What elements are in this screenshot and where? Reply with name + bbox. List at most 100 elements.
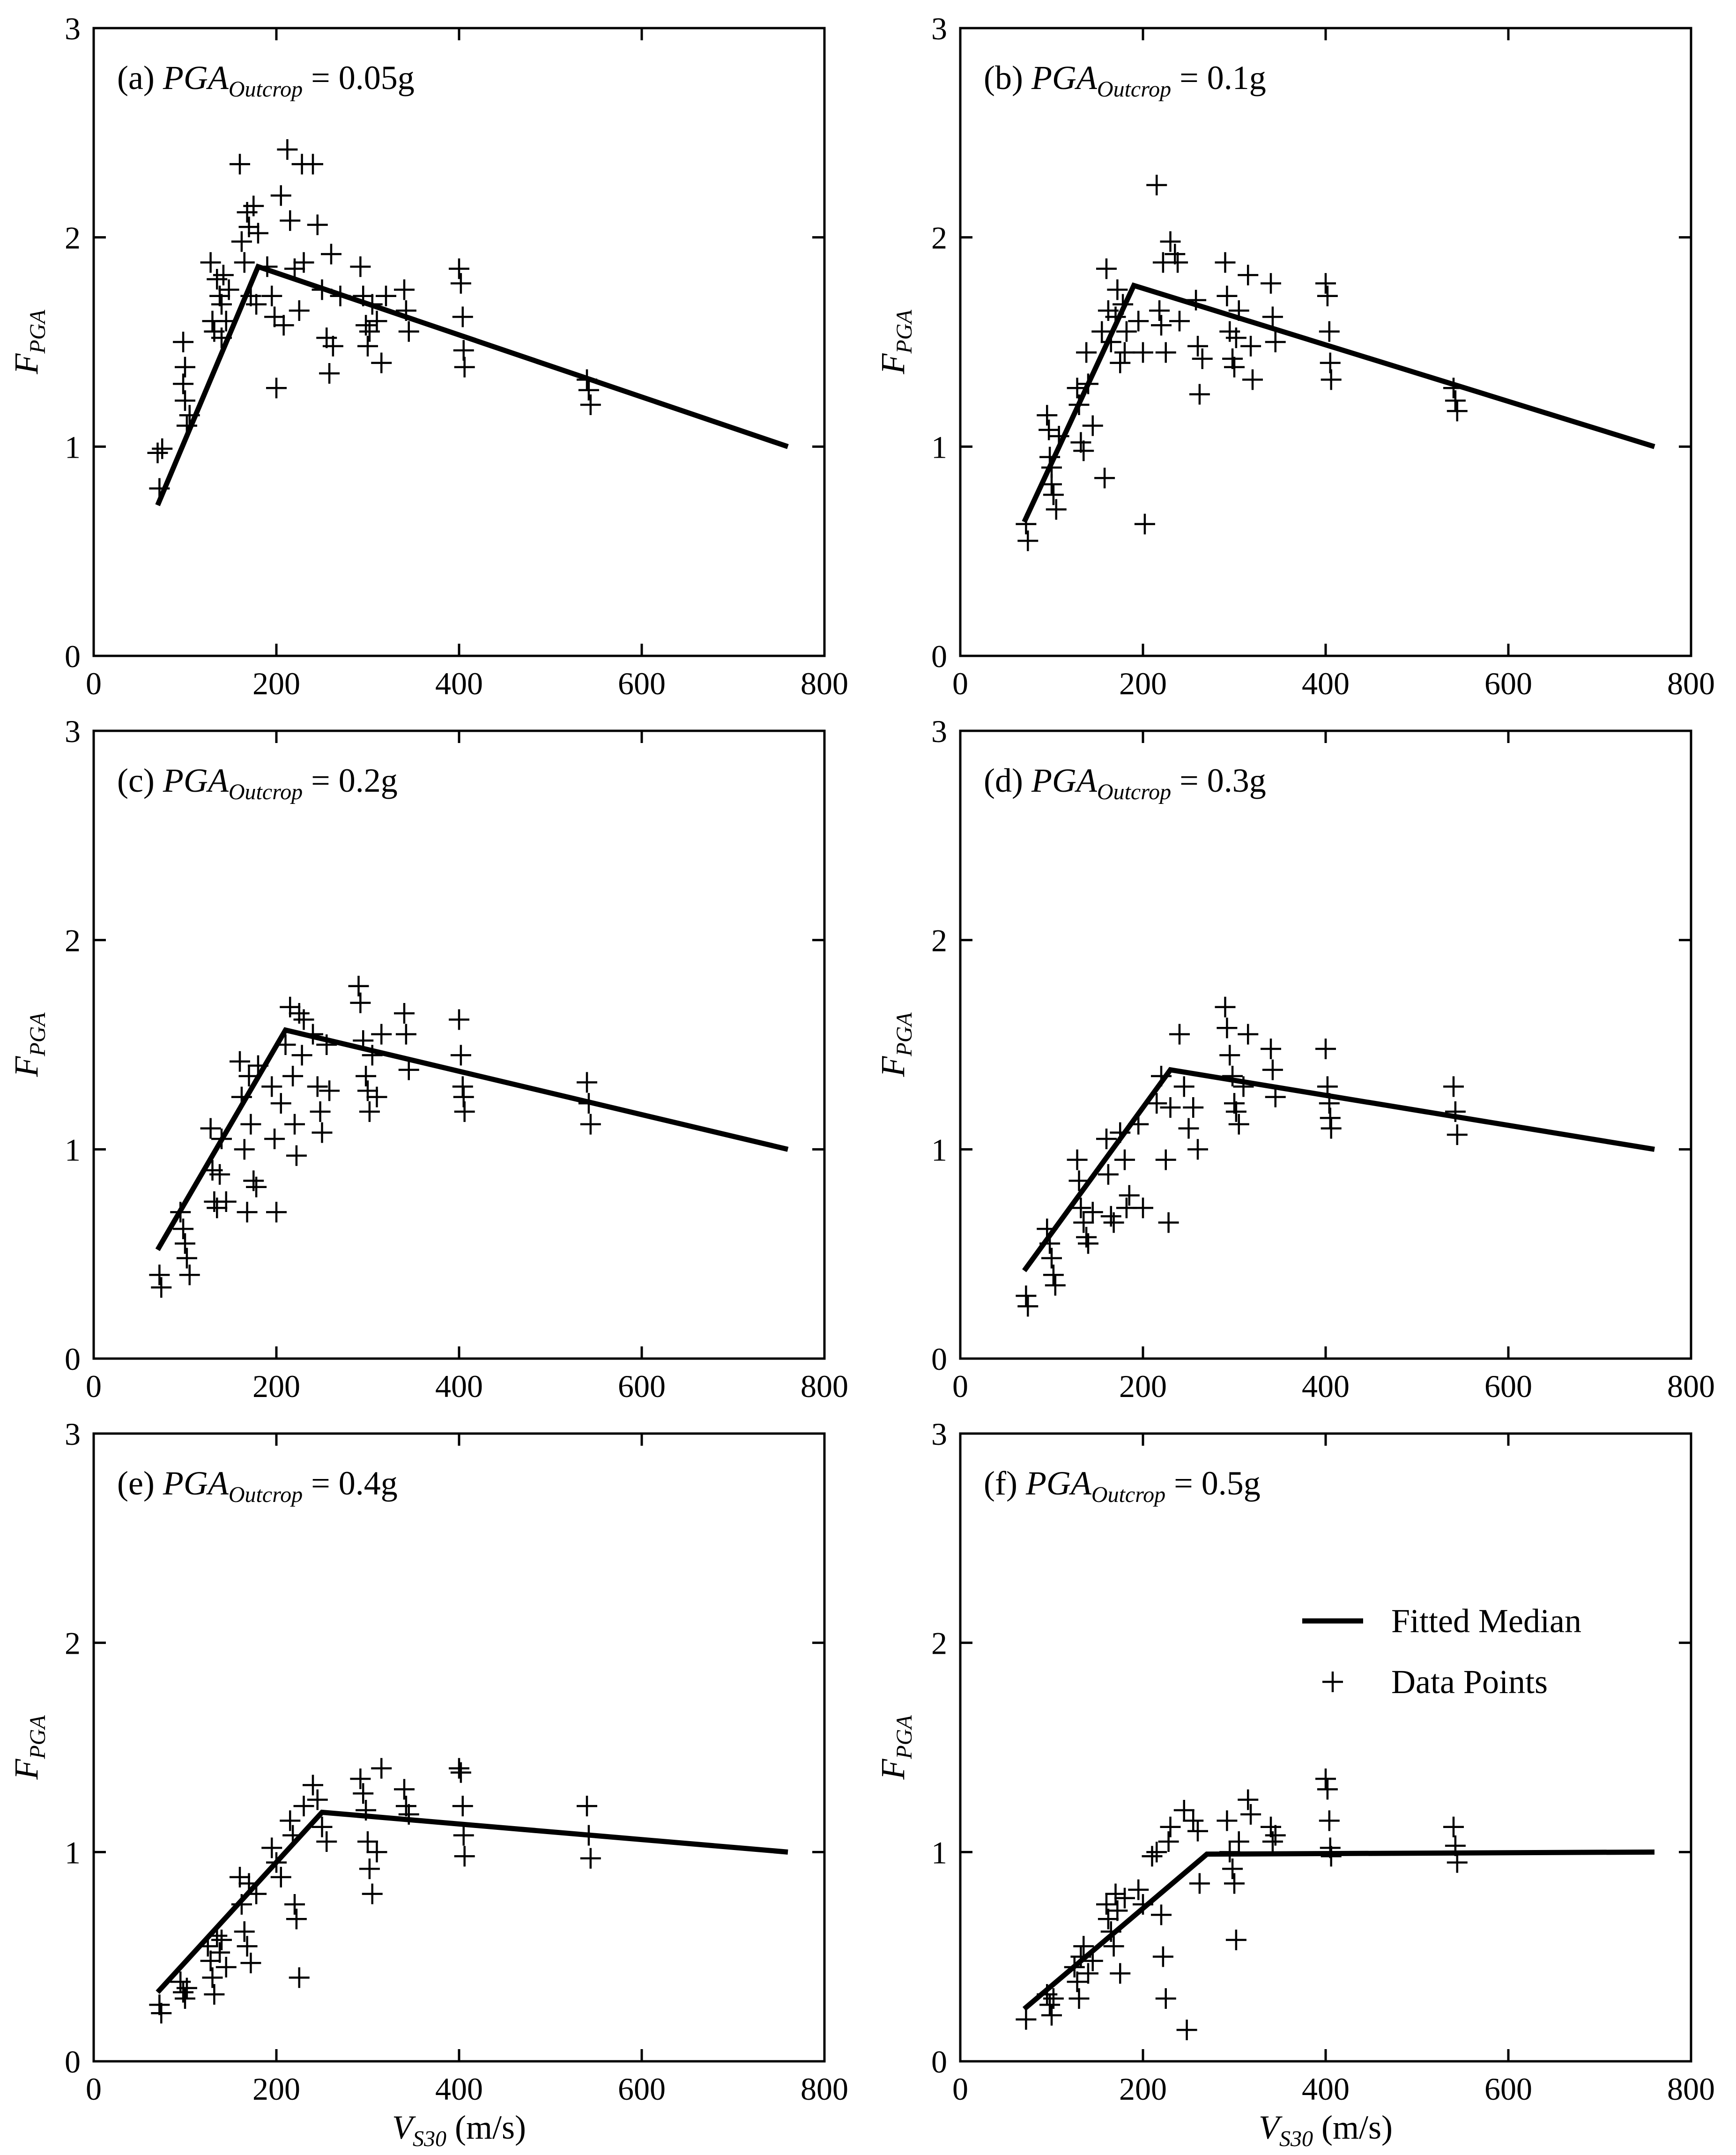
data-point — [371, 1758, 392, 1779]
data-point — [371, 1024, 392, 1045]
data-point — [350, 1769, 371, 1789]
data-point — [1128, 311, 1149, 332]
data-point — [1082, 1202, 1103, 1223]
data-point — [1067, 1971, 1088, 1992]
data-point — [1096, 1129, 1117, 1149]
data-point — [1238, 1789, 1259, 1810]
y-tick-label: 0 — [931, 2044, 947, 2080]
x-tick-label: 600 — [1484, 1368, 1532, 1404]
fitted-median-line — [1022, 1067, 1655, 1272]
data-point — [1043, 1988, 1064, 2009]
data-point — [1183, 1097, 1204, 1118]
data-point — [200, 1118, 221, 1139]
data-point — [200, 1950, 221, 1971]
data-point — [580, 1114, 601, 1135]
data-point — [1110, 352, 1131, 373]
data-point — [1096, 258, 1117, 279]
data-point — [1070, 1197, 1091, 1219]
data-point — [357, 1831, 378, 1852]
fitted-median-line — [1022, 282, 1655, 523]
data-point — [1091, 321, 1113, 342]
data-point — [176, 1248, 197, 1269]
x-axis-label: VS30 (m/s) — [1259, 2109, 1393, 2151]
data-point — [1152, 1946, 1173, 1967]
y-tick-label: 3 — [931, 11, 947, 46]
data-point — [1262, 306, 1283, 327]
data-point — [234, 252, 255, 273]
data-point — [1146, 175, 1167, 195]
data-point — [1041, 2005, 1062, 2026]
data-point — [1169, 1024, 1190, 1045]
data-point — [359, 321, 380, 342]
data-point — [1443, 1076, 1464, 1097]
y-tick-label: 3 — [65, 713, 81, 749]
x-tick-label: 0 — [86, 2071, 102, 2107]
data-point — [1321, 369, 1342, 390]
data-point — [248, 223, 268, 244]
data-point — [578, 379, 599, 401]
data-point — [359, 1101, 380, 1122]
data-point — [1447, 1124, 1468, 1145]
data-point — [453, 1825, 474, 1846]
data-point — [398, 321, 419, 342]
data-point — [1242, 369, 1263, 390]
data-point — [366, 311, 387, 332]
data-point — [449, 1009, 469, 1030]
data-point — [350, 992, 371, 1013]
y-axis-label: FPGA — [874, 310, 917, 375]
data-point — [1043, 1264, 1064, 1286]
data-point — [1128, 1879, 1149, 1900]
data-point — [1096, 1894, 1117, 1915]
data-point — [395, 1024, 416, 1045]
fitted-median-line — [155, 1027, 789, 1251]
data-point — [1151, 1904, 1172, 1925]
data-point — [1073, 1936, 1094, 1957]
data-point — [1160, 231, 1181, 252]
data-point — [449, 258, 469, 279]
data-point — [179, 1264, 200, 1286]
data-point — [1016, 2009, 1037, 2030]
data-point — [319, 363, 340, 384]
panel-c: 0 200 400 600 800 0 1 2 3 FPGA (c) PGAOutcrop = 0.… — [7, 713, 848, 1404]
data-point — [289, 1967, 310, 1988]
data-point — [243, 195, 264, 216]
data-point — [293, 1796, 314, 1817]
data-point — [362, 1883, 383, 1904]
x-tick-label: 200 — [1119, 1368, 1167, 1404]
data-point — [1228, 1831, 1249, 1852]
data-point — [1187, 1821, 1208, 1842]
legend-median-label: Fitted Median — [1391, 1602, 1581, 1640]
fitted-median-line — [156, 1809, 788, 1994]
data-point — [1133, 342, 1153, 363]
data-point — [1119, 1185, 1140, 1206]
x-tick-label: 800 — [801, 2071, 848, 2107]
x-tick-label: 200 — [252, 1368, 300, 1404]
data-point — [1114, 1149, 1135, 1170]
x-tick-label: 600 — [618, 1368, 666, 1404]
data-point — [1315, 1769, 1336, 1789]
panel-title: (f) PGAOutcrop = 0.5g — [984, 1464, 1261, 1507]
data-point — [398, 1059, 419, 1080]
data-point — [1134, 513, 1155, 535]
data-point — [1105, 1883, 1126, 1904]
y-tick-label: 1 — [931, 1835, 947, 1870]
legend-points-swatch — [1322, 1672, 1343, 1692]
x-tick-label: 0 — [86, 666, 102, 701]
data-point — [394, 1779, 415, 1800]
data-point — [270, 1093, 291, 1114]
data-point — [1224, 1093, 1245, 1114]
data-point — [1238, 265, 1259, 286]
data-point — [1238, 1024, 1259, 1045]
x-tick-label: 400 — [1302, 2071, 1350, 2107]
x-tick-label: 0 — [952, 666, 968, 701]
data-point — [316, 1831, 337, 1852]
data-point — [218, 279, 239, 300]
data-point — [240, 1953, 261, 1974]
data-point — [1265, 1086, 1286, 1107]
data-point — [284, 1894, 305, 1915]
data-point — [215, 1191, 237, 1212]
y-tick-label: 0 — [65, 2044, 81, 2080]
data-point — [175, 1233, 195, 1254]
x-tick-label: 0 — [86, 1368, 102, 1404]
data-point — [280, 210, 301, 231]
